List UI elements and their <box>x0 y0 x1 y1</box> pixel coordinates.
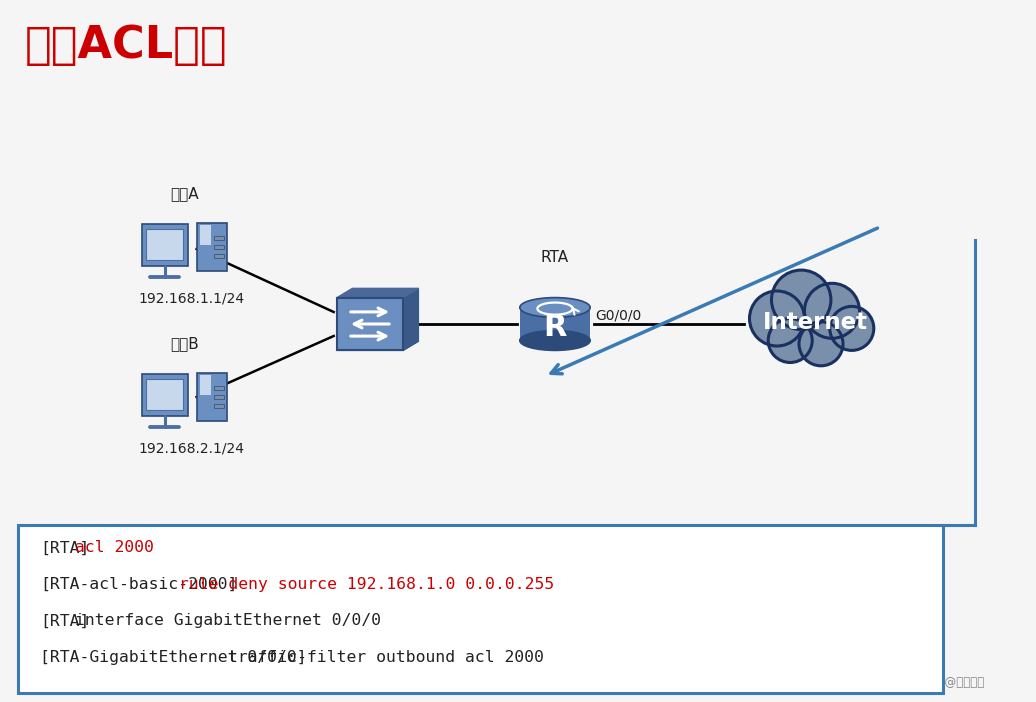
Circle shape <box>805 284 860 338</box>
Text: [RTA]: [RTA] <box>40 614 89 628</box>
Text: [RTA-GigabitEthernet 0/0/0]: [RTA-GigabitEthernet 0/0/0] <box>40 650 307 665</box>
FancyBboxPatch shape <box>200 375 211 395</box>
FancyBboxPatch shape <box>214 395 224 399</box>
FancyBboxPatch shape <box>142 224 188 265</box>
Circle shape <box>749 291 805 346</box>
FancyBboxPatch shape <box>214 253 224 258</box>
Polygon shape <box>337 341 419 350</box>
FancyBboxPatch shape <box>214 236 224 240</box>
Text: RTA: RTA <box>541 250 569 265</box>
FancyBboxPatch shape <box>18 525 943 693</box>
Text: 主机B: 主机B <box>171 336 199 351</box>
FancyBboxPatch shape <box>146 379 183 410</box>
Circle shape <box>772 270 831 329</box>
Polygon shape <box>403 289 419 350</box>
Text: [RTA-acl-basic-2000]: [RTA-acl-basic-2000] <box>40 577 237 592</box>
Text: [RTA]: [RTA] <box>40 541 89 555</box>
Text: 192.168.2.1/24: 192.168.2.1/24 <box>138 441 244 455</box>
FancyBboxPatch shape <box>520 307 591 340</box>
Circle shape <box>830 306 873 350</box>
Text: 主机A: 主机A <box>171 186 199 201</box>
Text: interface GigabitEthernet 0/0/0: interface GigabitEthernet 0/0/0 <box>75 614 381 628</box>
FancyBboxPatch shape <box>197 223 227 271</box>
FancyBboxPatch shape <box>142 374 188 416</box>
Text: R: R <box>543 313 567 342</box>
Text: G0/0/0: G0/0/0 <box>596 308 642 322</box>
Text: 基本ACL配置: 基本ACL配置 <box>25 24 228 67</box>
Polygon shape <box>337 289 419 298</box>
FancyBboxPatch shape <box>146 230 183 260</box>
FancyBboxPatch shape <box>214 404 224 408</box>
Text: 192.168.1.1/24: 192.168.1.1/24 <box>138 291 244 305</box>
FancyBboxPatch shape <box>214 245 224 249</box>
Text: acl 2000: acl 2000 <box>75 541 153 555</box>
Text: Internet: Internet <box>762 312 868 334</box>
Text: rule deny source 192.168.1.0 0.0.0.255: rule deny source 192.168.1.0 0.0.0.255 <box>179 577 554 592</box>
Text: CSDN@网工小路: CSDN@网工小路 <box>912 676 985 689</box>
FancyBboxPatch shape <box>337 298 403 350</box>
Ellipse shape <box>520 298 591 317</box>
Ellipse shape <box>520 331 591 350</box>
FancyBboxPatch shape <box>197 373 227 421</box>
Text: traffic-filter outbound acl 2000: traffic-filter outbound acl 2000 <box>228 650 544 665</box>
Circle shape <box>799 322 843 366</box>
Circle shape <box>769 319 812 362</box>
FancyBboxPatch shape <box>200 225 211 245</box>
FancyBboxPatch shape <box>214 386 224 390</box>
